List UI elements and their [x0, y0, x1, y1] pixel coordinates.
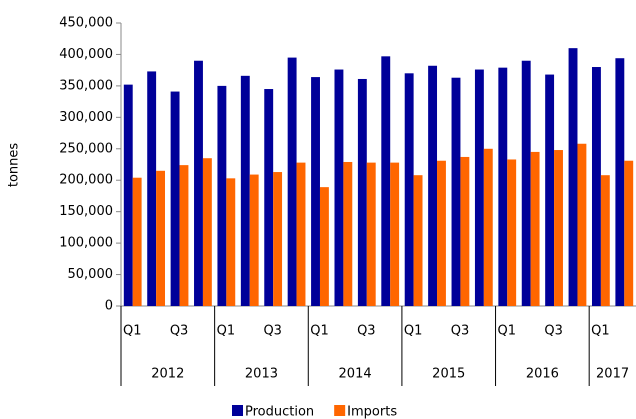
x-group-label: 2014 [339, 367, 372, 382]
bar [521, 60, 531, 306]
bar [554, 150, 563, 306]
bar [460, 156, 470, 306]
y-tick-label: 450,000 [59, 16, 113, 31]
bar [545, 74, 555, 307]
bar [357, 78, 367, 307]
bar [530, 151, 540, 306]
x-group-label: 2017 [596, 367, 629, 382]
bar [217, 85, 227, 306]
bar [334, 69, 344, 306]
bar [179, 165, 189, 306]
bar [404, 73, 414, 306]
bar [451, 77, 461, 306]
bar [194, 60, 203, 306]
y-tick-label: 0 [105, 299, 113, 314]
bar [123, 84, 133, 307]
x-tick-label: Q1 [498, 324, 517, 339]
y-tick-label: 100,000 [59, 236, 113, 251]
y-tick-label: 250,000 [59, 141, 113, 156]
bar [437, 160, 446, 306]
legend-swatch [334, 405, 346, 416]
bar [226, 178, 236, 306]
x-group-label: 2016 [526, 367, 559, 382]
y-tick-label: 150,000 [59, 204, 113, 219]
bar [319, 187, 329, 306]
bar [591, 67, 601, 307]
bar [390, 162, 400, 306]
bar [170, 91, 180, 306]
x-tick-label: Q3 [357, 324, 376, 339]
bar [156, 170, 166, 306]
legend-label: Imports [347, 405, 397, 419]
bar [264, 89, 274, 307]
x-tick-label: Q3 [451, 324, 470, 339]
bar [147, 71, 157, 307]
bar [381, 56, 391, 306]
bar [296, 162, 306, 306]
bar [343, 161, 353, 306]
bar [366, 162, 376, 306]
bar [615, 58, 625, 307]
x-tick-label: Q1 [404, 324, 423, 339]
y-tick-label: 200,000 [59, 173, 113, 188]
bar [413, 175, 423, 306]
bar [507, 159, 517, 306]
x-group-label: 2012 [151, 367, 184, 382]
bar [600, 175, 610, 306]
legend-label: Production [245, 405, 314, 419]
x-group-label: 2015 [432, 367, 465, 382]
x-group-label: 2013 [245, 367, 278, 382]
bar [287, 57, 297, 306]
bar [132, 177, 142, 306]
bar [428, 65, 438, 307]
bar [311, 77, 320, 306]
bar [498, 67, 508, 306]
x-tick-label: Q1 [217, 324, 236, 339]
x-tick-label: Q1 [123, 324, 142, 339]
legend-swatch [232, 405, 243, 416]
bar [202, 158, 212, 306]
bar [249, 174, 259, 306]
y-tick-label: 300,000 [59, 110, 113, 125]
bar [240, 75, 250, 307]
bar [483, 148, 493, 306]
y-tick-label: 350,000 [59, 78, 113, 93]
y-axis-label: tonnes [7, 143, 22, 188]
bar [474, 69, 484, 306]
y-tick-label: 400,000 [59, 47, 113, 62]
bar [273, 172, 283, 306]
bar [577, 143, 587, 306]
bar [624, 160, 634, 306]
x-tick-label: Q1 [591, 324, 610, 339]
x-tick-label: Q3 [170, 324, 189, 339]
x-tick-label: Q3 [263, 324, 282, 339]
y-tick-label: 50,000 [68, 267, 114, 282]
x-tick-label: Q1 [310, 324, 329, 339]
x-tick-label: Q3 [544, 324, 563, 339]
bar [568, 48, 578, 307]
